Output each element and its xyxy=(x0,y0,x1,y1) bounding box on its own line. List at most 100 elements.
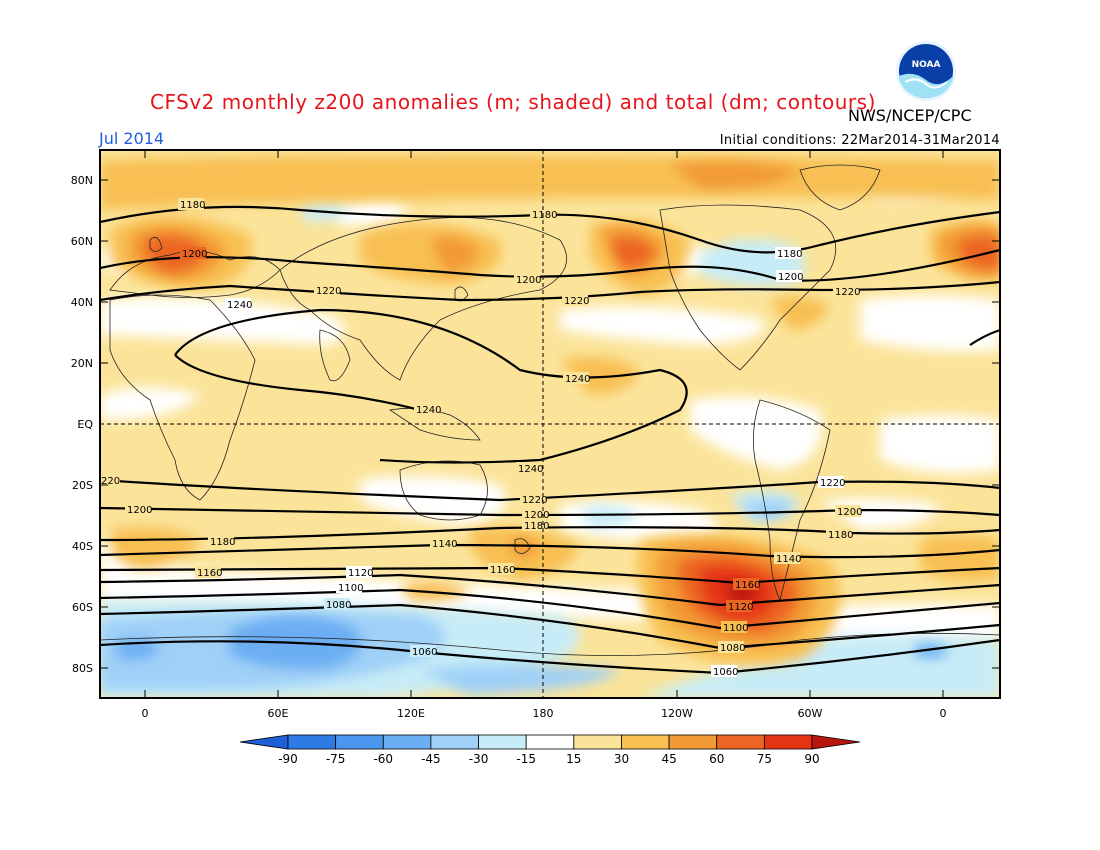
latitude-labels: 80N 60N 40N 20N EQ 20S 40S 60S 80S xyxy=(71,174,94,675)
contour-label-1140-center: 1160 xyxy=(488,563,515,576)
colorbar-segment xyxy=(478,734,527,750)
svg-text:NOAA: NOAA xyxy=(912,60,941,70)
contour-label-1180-east: 1180 xyxy=(775,247,802,260)
colorbar-high-arrow xyxy=(811,734,861,750)
contour-label-1120-east: 1120 xyxy=(726,600,753,613)
colorbar-segment xyxy=(430,734,479,750)
contour-label-1180-center: 1180 xyxy=(530,208,557,221)
contour-label-1220-west: 220 xyxy=(100,474,120,487)
lat-label: 60N xyxy=(71,235,93,248)
contour-label-1180-south-center: 1180 xyxy=(522,519,549,532)
lat-label: EQ xyxy=(77,418,93,431)
colorbar-label: 90 xyxy=(804,752,819,766)
contour-label-1240-south: 1240 xyxy=(516,462,543,475)
colorbar-label: 45 xyxy=(661,752,676,766)
svg-text:1060: 1060 xyxy=(412,647,437,658)
contour-label-1060-west: 1060 xyxy=(410,645,437,658)
colorbar-label: -60 xyxy=(373,752,393,766)
contour-label-1120-west: 1120 xyxy=(346,566,373,579)
contour-label-1200-east: 1200 xyxy=(776,270,803,283)
colorbar-segment xyxy=(621,734,670,750)
lon-label: 0 xyxy=(940,707,947,720)
contour-1160-south xyxy=(100,543,1000,559)
colorbar-segment xyxy=(763,734,813,750)
svg-text:1100: 1100 xyxy=(723,623,748,634)
contour-1080-south xyxy=(100,603,1000,650)
svg-text:1180: 1180 xyxy=(828,530,853,541)
contour-label-1100-east: 1100 xyxy=(721,621,748,634)
svg-text:1160: 1160 xyxy=(735,580,760,591)
svg-text:1180: 1180 xyxy=(180,200,205,211)
contour-1180-south xyxy=(100,526,1000,542)
contour-1140-south xyxy=(100,566,1000,585)
svg-text:1200: 1200 xyxy=(127,505,152,516)
contour-label-1220-south-east: 1220 xyxy=(818,476,845,489)
lat-label: 20N xyxy=(71,357,93,370)
contour-1200-south xyxy=(100,506,1000,517)
svg-text:1220: 1220 xyxy=(316,286,341,297)
colorbar-label: -45 xyxy=(421,752,441,766)
contour-1100-south xyxy=(100,588,1000,630)
contour-1200-north xyxy=(100,248,1000,282)
colorbar-label: 15 xyxy=(566,752,581,766)
contour-label-1140-east: 1160 xyxy=(733,578,760,591)
reference-lines xyxy=(100,150,1000,698)
svg-text:1220: 1220 xyxy=(564,296,589,307)
contour-label-1080-west: 1080 xyxy=(324,598,351,611)
colorbar-segment xyxy=(525,734,575,750)
svg-text:1160: 1160 xyxy=(197,568,222,579)
contour-label-1160-east: 1140 xyxy=(774,552,801,565)
svg-text:1120: 1120 xyxy=(348,568,373,579)
colorbar: -90 -75 -60 -45 -30 -15 15 30 45 60 75 90 xyxy=(239,734,861,766)
lon-label: 120W xyxy=(661,707,693,720)
svg-text:1200: 1200 xyxy=(778,272,803,283)
contour-label-1100-west: 1100 xyxy=(336,581,363,594)
svg-text:1080: 1080 xyxy=(326,600,351,611)
contour-label-1200-center: 1200 xyxy=(514,273,541,286)
colorbar-label: -15 xyxy=(516,752,536,766)
colorbar-label: -75 xyxy=(326,752,346,766)
svg-text:1180: 1180 xyxy=(524,521,549,532)
contour-1240-east xyxy=(969,328,1000,346)
contour-label-1200-south-east: 1200 xyxy=(835,505,862,518)
colorbar-label: 30 xyxy=(614,752,629,766)
contour-label-1220-south-center: 1220 xyxy=(520,493,547,506)
colorbar-low-arrow xyxy=(239,734,289,750)
colorbar-segment xyxy=(335,734,384,750)
contour-label-1180-north: 1180 xyxy=(178,198,205,211)
svg-text:1220: 1220 xyxy=(820,478,845,489)
svg-text:1220: 1220 xyxy=(522,495,547,506)
contour-1120-south xyxy=(100,573,1000,607)
svg-text:1120: 1120 xyxy=(728,602,753,613)
lon-label: 60E xyxy=(268,707,289,720)
svg-text:1140: 1140 xyxy=(432,539,457,550)
svg-text:1080: 1080 xyxy=(720,643,745,654)
svg-text:1180: 1180 xyxy=(210,537,235,548)
lat-label: 40S xyxy=(72,540,93,553)
contour-label-1200-south-center: 1200 xyxy=(522,508,549,521)
noaa-logo-icon: NOAA xyxy=(896,41,956,101)
contour-1060-south xyxy=(100,638,1000,675)
svg-text:1200: 1200 xyxy=(837,507,862,518)
lon-label: 120E xyxy=(397,707,425,720)
map-title: CFSv2 monthly z200 anomalies (m; shaded)… xyxy=(150,90,876,114)
svg-text:1200: 1200 xyxy=(182,249,207,260)
total-height-contours xyxy=(100,205,1000,675)
svg-text:1240: 1240 xyxy=(416,405,441,416)
initial-conditions-label: Initial conditions: 22Mar2014-31Mar2014 xyxy=(719,133,1000,148)
contour-label-1220-center: 1220 xyxy=(562,294,589,307)
svg-text:1100: 1100 xyxy=(338,583,363,594)
contour-label-1180-south-east: 1180 xyxy=(826,528,853,541)
lat-label: 60S xyxy=(72,601,93,614)
lat-label: 80N xyxy=(71,174,93,187)
colorbar-segment xyxy=(287,734,337,750)
contour-label-1160-west: 1140 xyxy=(430,537,457,550)
contour-labels: 1180 1180 1180 1200 1200 1200 1220 1220 … xyxy=(100,198,862,678)
contour-label-1200-south-west: 1200 xyxy=(125,503,152,516)
valid-month-label: Jul 2014 xyxy=(99,129,165,148)
svg-text:1240: 1240 xyxy=(518,464,543,475)
contour-label-1060-east: 1060 xyxy=(711,665,738,678)
contour-label-1200-north: 1200 xyxy=(180,247,207,260)
lat-label: 20S xyxy=(72,479,93,492)
